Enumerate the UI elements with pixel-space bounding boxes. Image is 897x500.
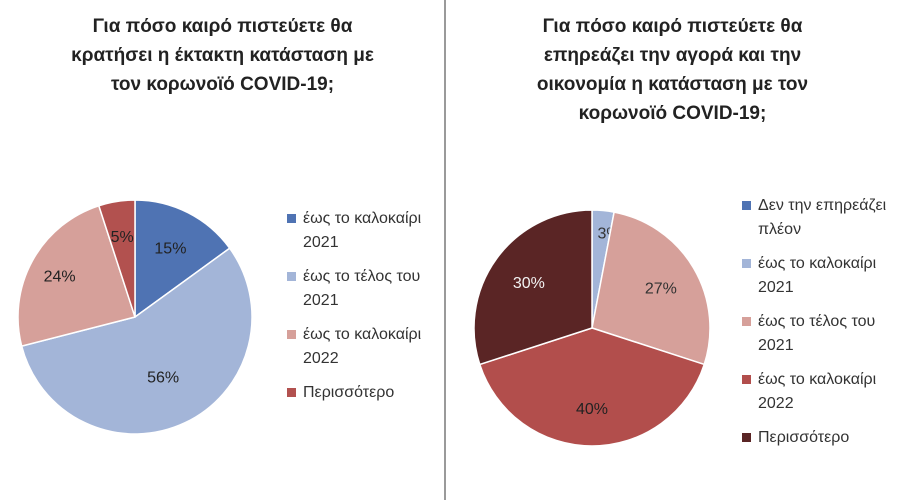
legend-item: έως το τέλος του 2021 [287,265,427,313]
legend-label: έως το καλοκαίρι 2021 [758,255,877,296]
legend-label: Περισσότερο [758,429,850,446]
data-label: 30% [513,275,545,292]
legend-item: Περισσότερο [287,381,427,405]
legend-label: έως το καλοκαίρι 2021 [303,210,422,251]
legend-item: έως το καλοκαίρι 2022 [742,368,892,416]
legend-label: έως το τέλος του 2021 [758,313,876,354]
legend-swatch [742,259,751,268]
legend-swatch [742,317,751,326]
pie-slice [17,204,136,348]
pie-slice [97,199,136,318]
legend-swatch [742,375,751,384]
legend-label: έως το τέλος του 2021 [303,268,421,309]
data-label: 5% [111,229,134,246]
data-label: 15% [154,241,186,258]
legend-item: έως το καλοκαίρι 2021 [287,207,427,255]
data-label: 27% [645,280,677,297]
legend-swatch [287,272,296,281]
legend-swatch [287,214,296,223]
legend-item: έως το τέλος του 2021 [742,310,892,358]
pie-chart-left: 15% 56% 24% 5% [17,199,253,435]
legend-right: Δεν την επηρεάζει πλέον έως το καλοκαίρι … [742,194,892,460]
panel-divider [444,0,446,500]
pie-slice [20,247,253,435]
legend-item: έως το καλοκαίρι 2021 [742,252,892,300]
pie-slice [134,199,231,319]
legend-item: έως το καλοκαίρι 2022 [287,323,427,371]
pie-slice [473,209,593,366]
data-label: 24% [44,269,76,286]
chart-title-left: Για πόσο καιρό πιστεύετε θα κρατήσει η έ… [71,16,374,95]
legend-item: Δεν την επηρεάζει πλέον [742,194,892,242]
pie-slice [591,211,711,366]
legend-swatch [742,201,751,210]
chart-title-right: Για πόσο καιρό πιστεύετε θα επηρεάζει τη… [536,16,809,124]
legend-swatch [287,388,296,397]
legend-swatch [287,330,296,339]
data-label: 56% [147,370,179,387]
legend-left: έως το καλοκαίρι 2021 έως το τέλος του 20… [287,207,427,415]
chart-panel-left: Για πόσο καιρό πιστεύετε θα κρατήσει η έ… [0,0,445,500]
data-label: 40% [576,401,608,418]
chart-panel-right: Για πόσο καιρό πιστεύετε θα επηρεάζει τη… [448,0,897,500]
legend-label: Δεν την επηρεάζει πλέον [758,197,887,238]
legend-label: έως το καλοκαίρι 2022 [303,326,422,367]
legend-label: έως το καλοκαίρι 2022 [758,371,877,412]
legend-item: Περισσότερο [742,426,892,450]
pie-chart-right: 0%3%27%40%30% [473,209,711,447]
legend-label: Περισσότερο [303,384,395,401]
legend-swatch [742,433,751,442]
pie-slice [478,327,706,447]
